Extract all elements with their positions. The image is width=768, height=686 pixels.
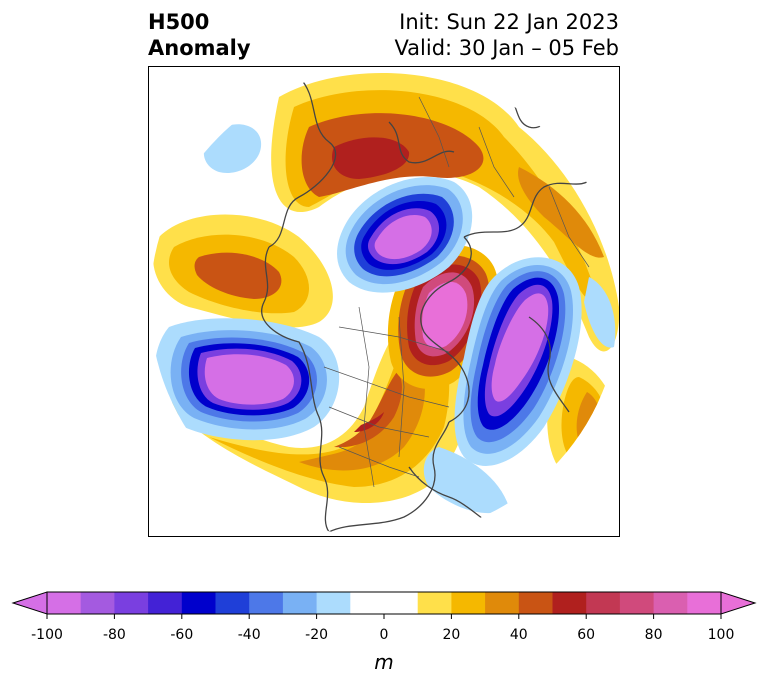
init-date: Init: Sun 22 Jan 2023 <box>399 10 619 34</box>
colorbar-cell <box>687 592 722 614</box>
colorbar-cell <box>417 592 452 614</box>
colorbar-tick-label: -20 <box>305 627 329 643</box>
colorbar-tick-label: -40 <box>237 627 261 643</box>
colorbar-tick-label: 60 <box>577 627 596 643</box>
anomaly-map <box>148 66 620 537</box>
colorbar-cell <box>653 592 688 614</box>
colorbar-over-triangle <box>720 591 757 615</box>
colorbar-tick-label: -100 <box>31 627 63 643</box>
ridge-scandinavia <box>271 73 619 352</box>
map-title: H500 Anomaly <box>148 9 251 61</box>
ridge-pacific <box>153 214 333 328</box>
colorbar-under-triangle <box>11 591 48 615</box>
title-line-2: Anomaly <box>148 36 251 60</box>
colorbar <box>11 591 757 619</box>
colorbar-cell <box>249 592 284 614</box>
trough-arctic <box>337 177 473 293</box>
trough-atlantic <box>454 257 582 466</box>
colorbar-cell <box>215 592 250 614</box>
colorbar-cell <box>148 592 183 614</box>
colorbar-cell <box>552 592 587 614</box>
colorbar-cell <box>619 592 655 614</box>
colorbar-cell <box>350 592 419 614</box>
colorbar-tick-label: -80 <box>102 627 126 643</box>
colorbar-cell <box>181 592 216 614</box>
trough-subtropical <box>423 447 509 514</box>
colorbar-cells <box>47 592 722 614</box>
colorbar-tick-label: 100 <box>707 627 735 643</box>
colorbar-cell <box>485 592 520 614</box>
colorbar-cell <box>586 592 621 614</box>
colorbar-cell <box>47 592 82 614</box>
valid-range: Valid: 30 Jan – 05 Feb <box>394 36 619 60</box>
colorbar-tick-label: 80 <box>644 627 663 643</box>
colorbar-unit: m <box>374 650 394 674</box>
colorbar-tick-label: 0 <box>379 627 389 643</box>
colorbar-ticks <box>46 614 722 619</box>
title-line-1: H500 <box>148 10 210 34</box>
anomaly-map-svg <box>150 68 619 536</box>
colorbar-cell <box>114 592 149 614</box>
colorbar-cell <box>80 592 115 614</box>
trough-east <box>584 277 616 348</box>
colorbar-cell <box>282 592 318 614</box>
colorbar-tick-label: 40 <box>509 627 528 643</box>
colorbar-cell <box>316 592 351 614</box>
trough-east-pacific <box>154 318 340 441</box>
forecast-info: Init: Sun 22 Jan 2023 Valid: 30 Jan – 05… <box>394 9 619 61</box>
colorbar-cell <box>518 592 553 614</box>
colorbar-tick-label: -60 <box>170 627 194 643</box>
colorbar-cell <box>451 592 486 614</box>
colorbar-tick-label: 20 <box>442 627 461 643</box>
